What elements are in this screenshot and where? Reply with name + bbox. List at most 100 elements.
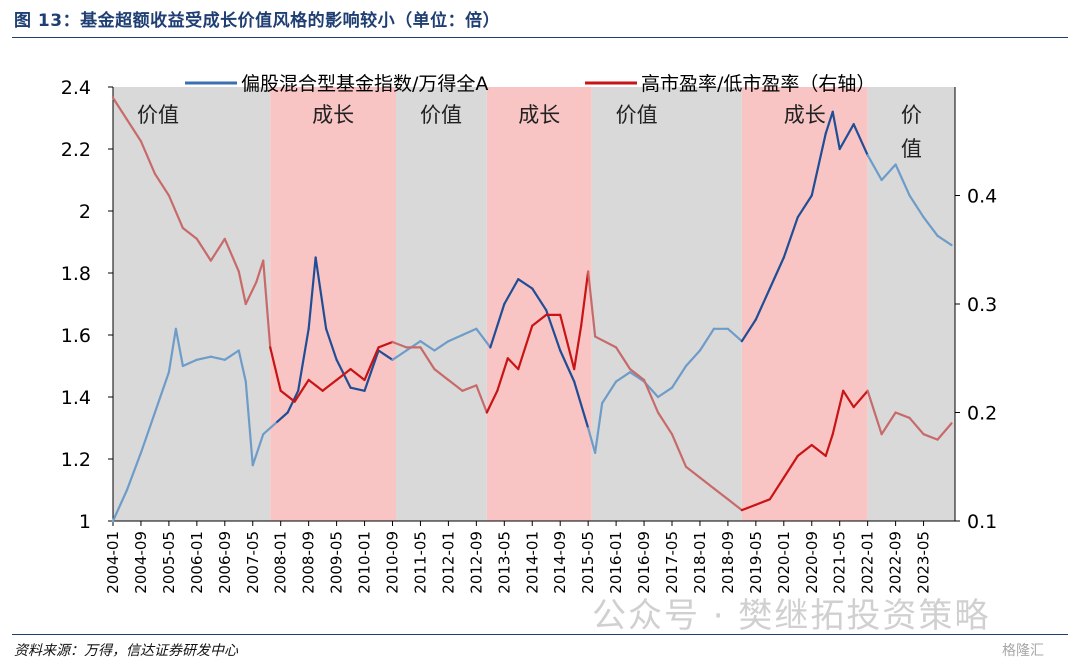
fund-ratio-line-segment: [237, 349, 247, 383]
y-tick-label-left: 1.2: [61, 449, 91, 471]
y-tick-label-left: 2.2: [61, 139, 91, 161]
fund-ratio-line-segment: [489, 302, 506, 349]
fund-ratio-line-segment: [531, 287, 548, 312]
fund-ratio-line-segment: [517, 278, 534, 290]
fund-ratio-line-segment: [796, 194, 813, 219]
pe-ratio-line-segment: [922, 433, 939, 441]
pe-ratio-line-segment: [559, 313, 576, 371]
pe-ratio-line-segment: [573, 324, 583, 371]
pe-ratio-line-segment: [768, 476, 785, 501]
fund-ratio-line-segment: [573, 380, 590, 430]
regime-label: 价值: [420, 103, 462, 127]
fund-ratio-line-segment: [656, 386, 674, 399]
pe-ratio-line-segment: [307, 378, 324, 392]
pe-ratio-line-segment: [726, 498, 743, 512]
chart: 价值 成长 价值 成长 价值 成长 价值 1 1.2 1.4 1.6 1.8 2 2.2 2.4 0.1 0.…: [61, 73, 997, 594]
pe-ratio-line-segment: [506, 357, 520, 371]
x-tick-label: 2012-01: [439, 531, 457, 594]
fund-ratio-line-segment: [628, 371, 646, 383]
pe-ratio-line-segment: [262, 259, 272, 349]
fund-ratio-line-segment: [276, 411, 289, 423]
pe-ratio-line-segment: [824, 433, 834, 457]
pe-ratio-line-segment: [936, 422, 953, 441]
pe-ratio-line-segment: [810, 443, 827, 457]
pe-ratio-line-segment: [419, 346, 436, 371]
fund-ratio-line-segment: [782, 216, 799, 259]
fund-ratio-line-segment: [740, 318, 757, 343]
fund-ratio-line-segment: [325, 327, 338, 361]
regime-label: 价: [901, 103, 922, 127]
pe-ratio-line-segment: [269, 346, 282, 392]
pe-ratio-line-segment: [391, 340, 408, 349]
fund-ratio-line-segment: [503, 278, 520, 306]
fund-ratio-line-segment: [831, 110, 841, 151]
fund-ratio-line-segment: [244, 380, 254, 467]
pe-ratio-line-segment: [628, 368, 646, 382]
x-tick-label: 2012-09: [467, 531, 485, 594]
fund-ratio-line-segment: [195, 355, 212, 361]
x-tick-label: 2008-09: [300, 531, 318, 594]
fund-ratio-line-segment: [601, 380, 618, 405]
x-tick-label: 2014-09: [551, 531, 569, 594]
pe-ratio-line-segment: [880, 411, 897, 436]
y-tick-label-left: 2: [79, 201, 91, 223]
fund-ratio-line-segment: [698, 327, 716, 352]
y-tick-label-right: 0.2: [967, 403, 997, 425]
fund-ratio-line-segment: [174, 327, 184, 368]
x-tick-label: 2020-01: [775, 531, 793, 594]
pe-ratio-line-segment: [908, 416, 925, 436]
regime-band: [270, 87, 396, 521]
fund-ratio-line-segment: [181, 358, 198, 368]
pe-ratio-line-segment: [754, 498, 771, 506]
pe-ratio-line-segment: [712, 487, 730, 501]
x-tick-label: 2019-05: [747, 531, 765, 594]
pe-ratio-line-segment: [796, 443, 813, 457]
x-tick-label: 2014-01: [523, 531, 541, 594]
pe-ratio-line-segment: [842, 389, 855, 409]
title-rule: [12, 37, 1068, 38]
fund-ratio-line-segment: [810, 132, 827, 197]
x-tick-label: 2008-01: [272, 531, 290, 594]
pe-ratio-line-segment: [496, 357, 509, 392]
x-tick-label: 2022-01: [859, 531, 877, 594]
pe-ratio-line-segment: [167, 194, 184, 230]
footer-rule: [12, 634, 1068, 635]
pe-ratio-line-segment: [153, 172, 171, 197]
fund-ratio-line-segment: [363, 349, 380, 392]
pe-ratio-line-segment: [279, 389, 296, 403]
legend-label: 偏股混合型基金指数/万得全A: [241, 73, 488, 95]
regime-band: [113, 87, 271, 521]
regime-label: 价值: [616, 103, 658, 127]
pe-ratio-line-segment: [684, 465, 702, 479]
pe-ratio-line-segment: [139, 140, 157, 175]
x-tick-label: 2006-01: [188, 531, 206, 594]
regime-labels: 价值 成长 价值 成长 价值 成长 价值: [137, 103, 922, 161]
x-tick-label: 2010-09: [384, 531, 402, 594]
y-tick-label-left: 1: [79, 511, 91, 533]
x-tick-label: 2011-05: [411, 531, 429, 594]
fund-ratio-line-segment: [768, 256, 785, 290]
pe-ratio-line-segment: [461, 384, 478, 392]
regime-label: 成长: [784, 103, 826, 127]
fund-ratio-line-segment: [209, 355, 226, 361]
fund-ratio-line-segment: [419, 340, 436, 352]
fund-ratio-line-segment: [391, 349, 408, 361]
x-tick-label: 2017-05: [663, 531, 681, 594]
fund-ratio-line-segment: [405, 340, 422, 352]
pe-ratio-line-segment: [244, 281, 258, 306]
pe-ratio-line-segment: [587, 270, 597, 338]
pe-ratio-line-segment: [349, 368, 366, 382]
x-tick-label: 2018-01: [691, 531, 709, 594]
fund-ratio-line-segment: [754, 287, 771, 321]
pe-ratio-line-segment: [698, 476, 716, 490]
x-tick-label: 2013-05: [495, 531, 513, 594]
y-tick-label-left: 1.8: [61, 263, 91, 285]
x-tick-label: 2007-05: [244, 531, 262, 594]
x-tick-label: 2010-01: [356, 531, 374, 594]
regime-label: 成长: [518, 103, 560, 127]
source-note: 资料来源：万得，信达证券研发中心: [14, 643, 238, 659]
fund-ratio-line-segment: [223, 349, 240, 361]
regime-band: [591, 87, 742, 521]
fund-ratio-line-segment: [587, 426, 597, 454]
legend-label: 高市盈率/低市盈率（右轴）: [641, 73, 875, 95]
